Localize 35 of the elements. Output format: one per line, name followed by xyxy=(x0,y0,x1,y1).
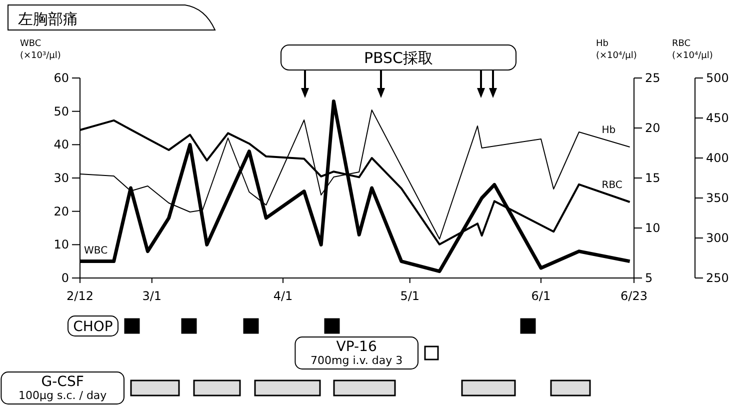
y3-tick-label: 500 xyxy=(706,71,729,85)
y2-tick-label: 20 xyxy=(645,121,660,135)
y3-tick-label: 300 xyxy=(706,231,729,245)
y2-tick-label: 25 xyxy=(645,71,660,85)
x-tick-label: 2/12 xyxy=(66,289,94,303)
x-tick-label: 6/23 xyxy=(620,289,648,303)
y-tick-label: 10 xyxy=(54,238,69,252)
series-label: RBC xyxy=(602,180,622,191)
x-tick-label: 6/1 xyxy=(531,289,551,303)
text: VP-16 700mg i.v. day 3 xyxy=(310,339,403,367)
y3-axis-title: RBC (×10⁴/μl) xyxy=(672,39,713,61)
y3-tick-label: 350 xyxy=(706,191,729,205)
x-tick-label: 5/1 xyxy=(400,289,420,303)
text: PBSC採取 xyxy=(364,49,434,67)
text: G-CSF 100μg s.c. / day xyxy=(18,374,108,402)
y2-axis-title: Hb (×10⁴/μl) xyxy=(596,39,637,61)
chart-title: 左胸部痛 xyxy=(18,10,78,28)
y3-tick-label: 250 xyxy=(706,271,729,285)
y-tick-label: 40 xyxy=(54,138,69,152)
x-tick-label: 4/1 xyxy=(273,289,293,303)
y2-tick-label: 15 xyxy=(645,171,660,185)
y-axis-title: WBC (×10³/μl) xyxy=(20,39,61,61)
y3-tick-label: 450 xyxy=(706,111,729,125)
y-tick-label: 0 xyxy=(61,271,69,285)
y-tick-label: 50 xyxy=(54,104,69,118)
x-tick-label: 3/1 xyxy=(142,289,162,303)
y2-tick-label: 5 xyxy=(645,271,653,285)
y2-tick-label: 10 xyxy=(645,221,660,235)
y-tick-label: 30 xyxy=(54,171,69,185)
text: CHOP xyxy=(73,319,113,335)
y3-tick-label: 400 xyxy=(706,151,729,165)
y-tick-label: 60 xyxy=(54,71,69,85)
series-label: WBC xyxy=(84,245,108,256)
series-label: Hb xyxy=(602,125,616,136)
y-tick-label: 20 xyxy=(54,204,69,218)
